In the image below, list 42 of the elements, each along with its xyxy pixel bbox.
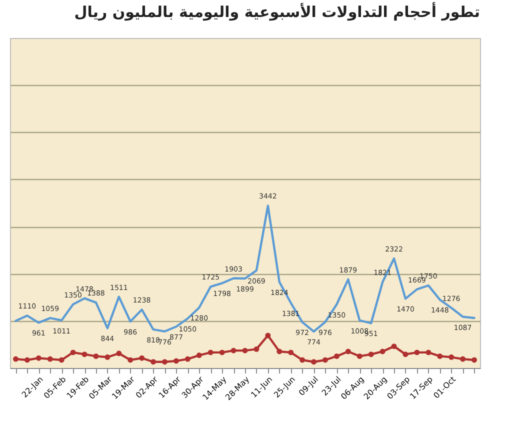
point [460,356,466,362]
point [254,346,260,352]
chart-title: تطور أحجام التداولات الأسبوعية واليومية بالمليون ريال [74,2,480,21]
point [265,332,271,338]
point [472,357,478,363]
point [345,348,351,354]
point [128,357,134,363]
point [288,350,294,356]
point [184,356,190,362]
point [208,350,214,356]
point [242,348,248,354]
point [311,359,317,365]
point [219,350,225,356]
point [380,348,386,354]
point [402,352,408,358]
point [196,352,202,358]
point [391,344,397,350]
point [139,355,145,361]
point [356,353,362,359]
point [58,357,64,363]
point [150,359,156,365]
point [162,359,168,365]
point [322,357,328,363]
point [276,348,282,354]
point [414,350,420,356]
point [426,350,432,356]
point [12,356,18,362]
point [116,350,122,356]
point [300,357,306,363]
point [104,354,110,360]
point [24,357,30,363]
point [437,353,443,359]
point [93,353,99,359]
point [36,355,42,361]
point [368,352,374,358]
point [82,352,88,358]
point [448,354,454,360]
point [334,353,340,359]
point [47,356,53,362]
point [70,350,76,356]
point [173,358,179,364]
point [230,348,236,354]
